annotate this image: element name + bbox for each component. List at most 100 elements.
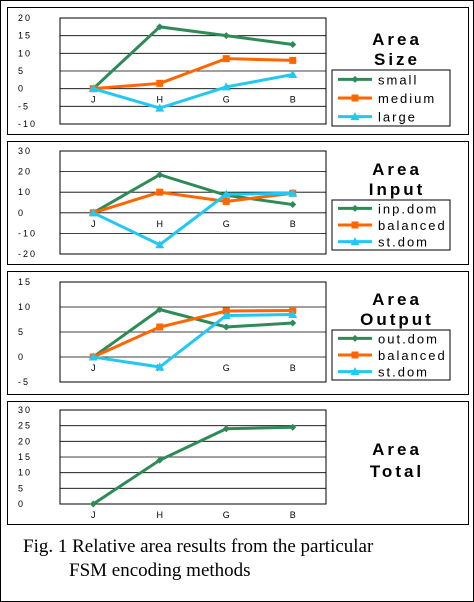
chart-title-line1: Area	[372, 290, 422, 309]
triangle-marker	[350, 237, 360, 246]
plot-area	[59, 150, 327, 255]
x-tick-label: B	[290, 95, 296, 105]
area-total-chart: 0 5 10 15 20 25 30 J H G B	[18, 405, 327, 520]
triangle-marker	[155, 103, 165, 112]
x-tick-label: B	[290, 510, 296, 520]
diamond-marker	[289, 201, 297, 209]
legend-label: inp.dom	[378, 201, 438, 216]
series-line	[92, 25, 293, 90]
chart-title-line1: Area	[372, 160, 422, 179]
chart-title-line2: Size	[373, 50, 421, 69]
diamond-marker	[89, 500, 97, 508]
triangle-marker	[288, 188, 298, 197]
series-line	[93, 57, 293, 91]
x-tick-label: H	[157, 219, 164, 229]
x-tick-label: J	[91, 363, 96, 373]
plot-area	[59, 281, 327, 383]
triangle-marker	[88, 84, 98, 93]
y-tick-label: 10	[18, 187, 32, 197]
diamond-marker	[351, 75, 359, 83]
diamond-marker	[156, 171, 164, 179]
triangle-marker	[88, 208, 98, 217]
square-marker	[351, 351, 359, 359]
diamond-marker	[156, 23, 164, 31]
y-tick-label: -5	[18, 101, 30, 111]
diamond-marker	[351, 334, 359, 342]
y-tick-label: 20	[18, 13, 32, 23]
square-marker	[156, 323, 164, 331]
square-marker	[222, 197, 230, 205]
x-tick-label: G	[223, 363, 230, 373]
chart-panel-area-total: 0 5 10 15 20 25 30 J H G B Area Total	[7, 401, 469, 525]
y-tick-label: 5	[18, 66, 25, 76]
series-line	[92, 173, 293, 215]
triangle-marker	[155, 240, 165, 249]
caption-line-1: Fig. 1 Relative area results from the pa…	[23, 536, 374, 557]
legend-label: large	[378, 110, 417, 125]
y-tick-label: 15	[18, 452, 32, 462]
square-marker	[156, 79, 164, 87]
triangle-marker	[155, 362, 165, 371]
diamond-marker	[156, 456, 164, 464]
x-tick-label: G	[223, 510, 230, 520]
legend-label: medium	[378, 91, 436, 106]
triangle-marker	[88, 352, 98, 361]
y-tick-label: 0	[18, 352, 25, 362]
y-tick-label: 20	[18, 167, 32, 177]
y-tick-label: -10	[18, 228, 37, 238]
triangle-marker	[221, 189, 231, 198]
series-line	[92, 190, 293, 215]
y-tick-label: 25	[18, 421, 32, 431]
x-tick-label: G	[223, 219, 230, 229]
plot-area	[59, 17, 327, 125]
diamond-marker	[222, 425, 230, 433]
y-tick-label: 5	[18, 483, 25, 493]
figure-caption: Fig. 1 Relative area results from the pa…	[23, 535, 373, 583]
series-line	[92, 309, 293, 359]
series-line	[93, 313, 293, 369]
x-tick-label: B	[290, 363, 296, 373]
square-marker	[351, 221, 359, 229]
triangle-marker	[221, 311, 231, 319]
chart-title-line2: Input	[368, 180, 426, 199]
y-tick-label: 30	[18, 146, 32, 156]
series-line	[92, 307, 293, 359]
square-marker	[156, 188, 164, 196]
triangle-marker	[350, 367, 360, 376]
legend-label: small	[378, 72, 418, 87]
series-line	[92, 425, 293, 506]
diamond-marker	[289, 41, 297, 48]
chart-title-line1: Area	[372, 440, 422, 459]
x-tick-label: J	[91, 219, 96, 229]
x-tick-label: G	[223, 95, 230, 105]
y-tick-label: 10	[18, 468, 32, 478]
diamond-marker	[289, 319, 297, 327]
x-tick-label: J	[91, 510, 96, 520]
x-tick-label: H	[157, 510, 164, 520]
y-tick-label: 20	[18, 436, 32, 446]
square-marker	[222, 55, 230, 63]
diamond-marker	[351, 204, 359, 212]
y-tick-label: -5	[18, 377, 30, 387]
chart-title-line2: Output	[360, 310, 434, 329]
chart-title-line2: Total	[369, 462, 425, 481]
series-line	[92, 73, 294, 110]
legend-label: st.dom	[378, 235, 429, 250]
diamond-marker	[222, 323, 230, 331]
triangle-marker	[350, 112, 360, 121]
diamond-marker	[289, 423, 297, 431]
y-tick-label: 10	[18, 302, 32, 312]
series-line	[92, 191, 293, 247]
y-tick-label: 15	[18, 31, 32, 41]
triangle-marker	[221, 82, 231, 91]
triangle-marker	[288, 70, 298, 79]
y-tick-label: 5	[18, 327, 25, 337]
x-tick-label: B	[290, 219, 296, 229]
square-marker	[289, 56, 297, 64]
